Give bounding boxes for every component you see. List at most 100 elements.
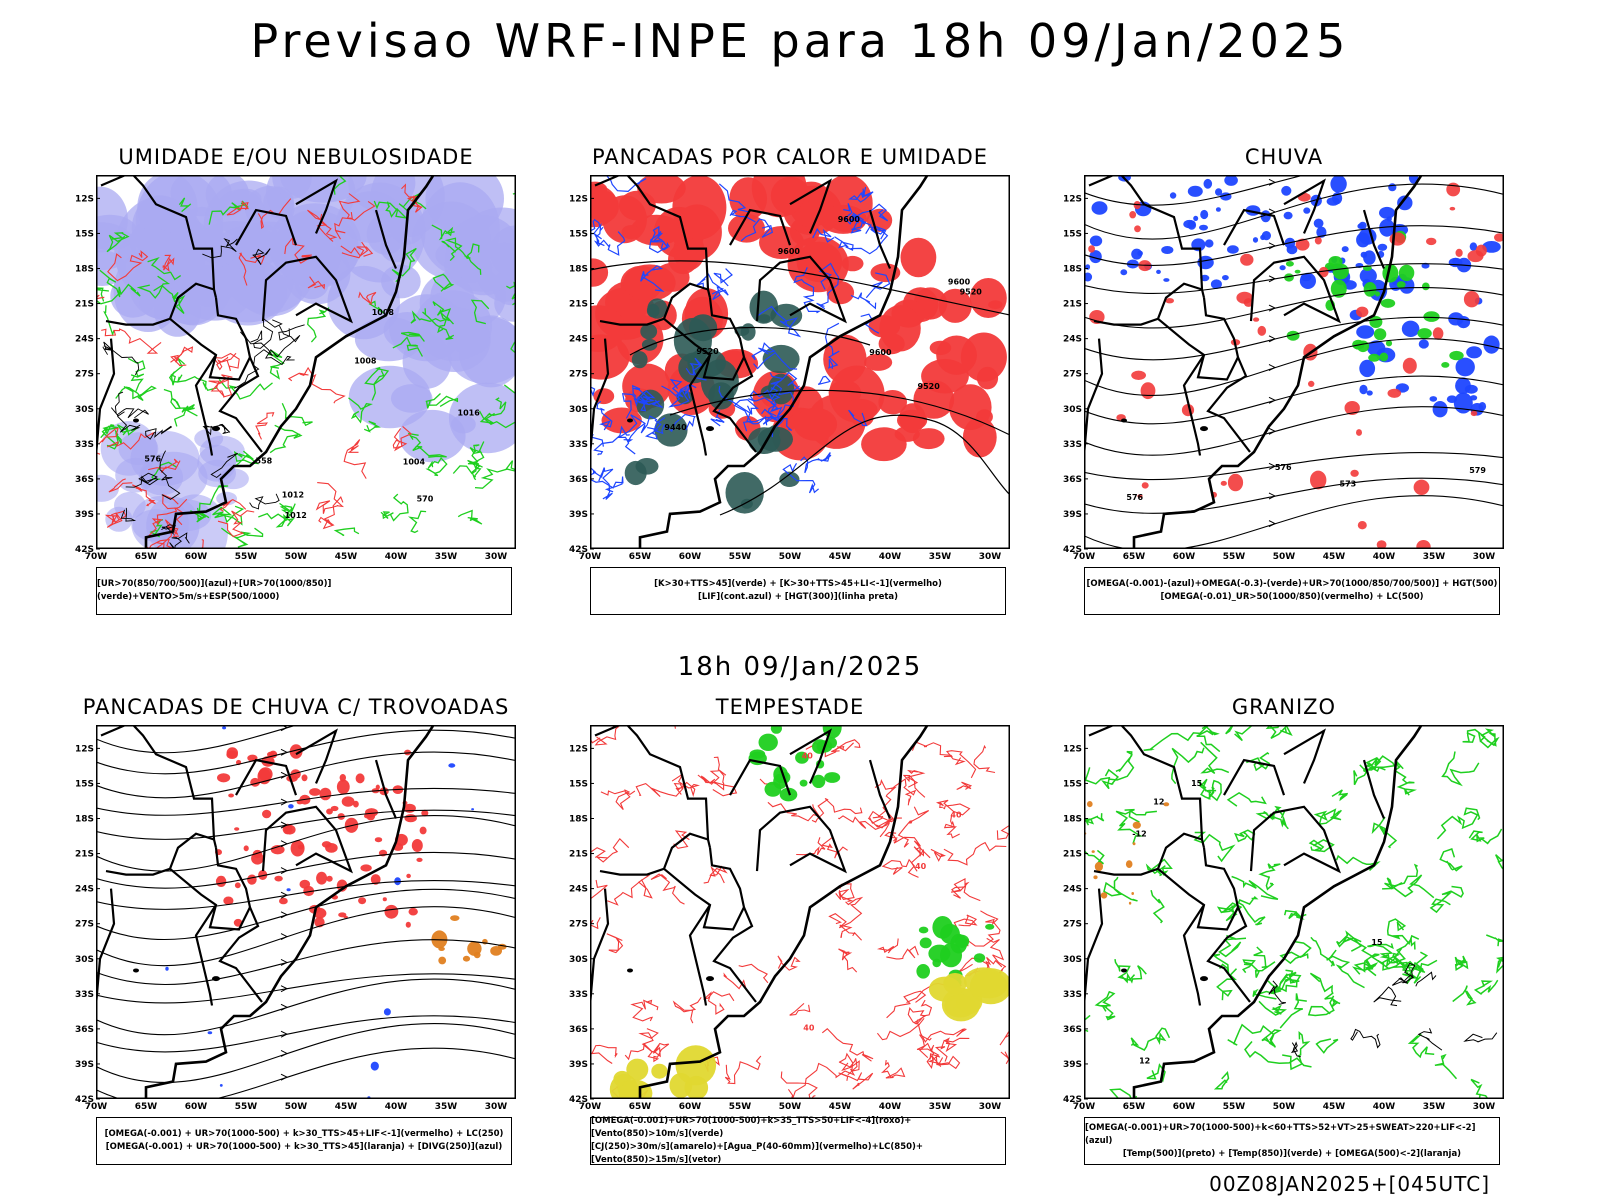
contour (170, 346, 194, 367)
contour (953, 914, 978, 930)
shade-blob (1283, 211, 1293, 220)
contour (916, 999, 933, 1024)
contour (996, 824, 1010, 840)
contour (724, 1055, 762, 1085)
shade-blob (258, 870, 268, 880)
streamline (1084, 375, 1504, 425)
shade-blob (970, 971, 1008, 999)
shade-blob (646, 304, 660, 318)
lat-tick-label: 12S (569, 194, 588, 204)
streamline-arrow (1268, 208, 1277, 216)
shaded-region (878, 278, 1007, 458)
contour-label: 9600 (838, 215, 861, 224)
shade-blob (1284, 273, 1294, 282)
shade-blob (793, 407, 838, 441)
contour (368, 300, 385, 314)
shade-blob (1397, 195, 1413, 211)
contour (811, 798, 863, 823)
country-borders (1084, 175, 1424, 549)
shade-blob (405, 921, 411, 928)
contour (1462, 728, 1486, 743)
lat-tick-label: 24S (1063, 335, 1082, 345)
state-border (590, 888, 610, 1011)
shade-blob (309, 788, 321, 796)
streamline (96, 880, 516, 910)
shade-blob (1243, 298, 1254, 307)
shade-blob (1387, 388, 1402, 398)
lon-tick-label: 40W (879, 1102, 902, 1112)
shade-blob (1368, 353, 1380, 362)
contour (1244, 1041, 1312, 1068)
coastline (638, 175, 930, 549)
shade-blob (1373, 328, 1387, 341)
shade-blob (635, 458, 659, 475)
shade-blob (1088, 245, 1095, 253)
shade-blob (619, 1079, 653, 1099)
contour (103, 305, 115, 337)
lake (212, 426, 220, 432)
shade-blob (330, 805, 339, 812)
contour (1429, 885, 1464, 914)
lat-tick-label: 30S (75, 405, 94, 415)
shade-blob (408, 907, 418, 916)
lat-tick-label: 39S (75, 1060, 94, 1070)
contour (1394, 947, 1429, 974)
shade-blob (1094, 861, 1103, 872)
shade-blob (1399, 277, 1415, 294)
state-border (1223, 758, 1286, 796)
contour (107, 250, 149, 282)
contour (812, 228, 835, 243)
contour (432, 273, 455, 292)
shade-blob (1385, 340, 1393, 347)
shaded-region (1284, 230, 1464, 368)
lon-tick-label: 70W (579, 552, 602, 562)
streamline (96, 888, 516, 940)
contour (1351, 958, 1379, 977)
contour (1413, 959, 1438, 984)
state-border (374, 209, 398, 269)
contour (718, 183, 749, 213)
contour (1200, 741, 1230, 775)
contour (848, 186, 874, 203)
lon-tick-label: 50W (1273, 552, 1296, 562)
shade-blob (1413, 479, 1430, 495)
legend-box: [OMEGA(-0.001)-(azul)+OMEGA(-0.3)-(verde… (1084, 567, 1500, 615)
contour-label: 9600 (948, 278, 971, 287)
contour (425, 393, 459, 409)
lat-tick-label: 27S (75, 920, 94, 930)
streamline (96, 751, 516, 799)
contour (407, 510, 427, 534)
panel-pancadas-trovoadas: PANCADAS DE CHUVA C/ TROVOADAS [OMEGA(-0… (75, 695, 516, 1175)
contour (590, 1044, 618, 1064)
contour-label: 9520 (696, 347, 719, 356)
contour (176, 374, 218, 391)
contour (407, 432, 447, 458)
contour (884, 831, 931, 859)
shade-blob (1220, 480, 1227, 486)
contour (340, 241, 369, 257)
state-border (1088, 725, 1206, 848)
coastline (144, 175, 436, 549)
shade-blob (1379, 352, 1389, 362)
shade-blob (1134, 225, 1141, 233)
shade-blob (1463, 291, 1480, 308)
streamline-arrow (280, 867, 289, 875)
streamline-arrow (1268, 275, 1277, 283)
contour (865, 272, 891, 299)
contour (99, 269, 141, 298)
streamline-arrow (280, 821, 289, 829)
shade-blob (165, 966, 169, 971)
contour (590, 847, 606, 858)
contour (1267, 973, 1302, 995)
panel-pancadas-calor: PANCADAS POR CALOR E UMIDADE 9600 9600 952… (569, 145, 1010, 625)
streamline (1084, 287, 1504, 329)
contour (125, 472, 159, 488)
legend-line: [Temp(500)](preto) + [Temp(850)](verde) … (1122, 1148, 1462, 1159)
shade-blob (1330, 175, 1347, 193)
state-border (169, 317, 251, 381)
streamline-arrow (1268, 520, 1277, 528)
contour-label: 40 (950, 810, 962, 819)
contour (910, 846, 924, 872)
lon-tick-label: 40W (1373, 1102, 1396, 1112)
contour (318, 496, 344, 530)
